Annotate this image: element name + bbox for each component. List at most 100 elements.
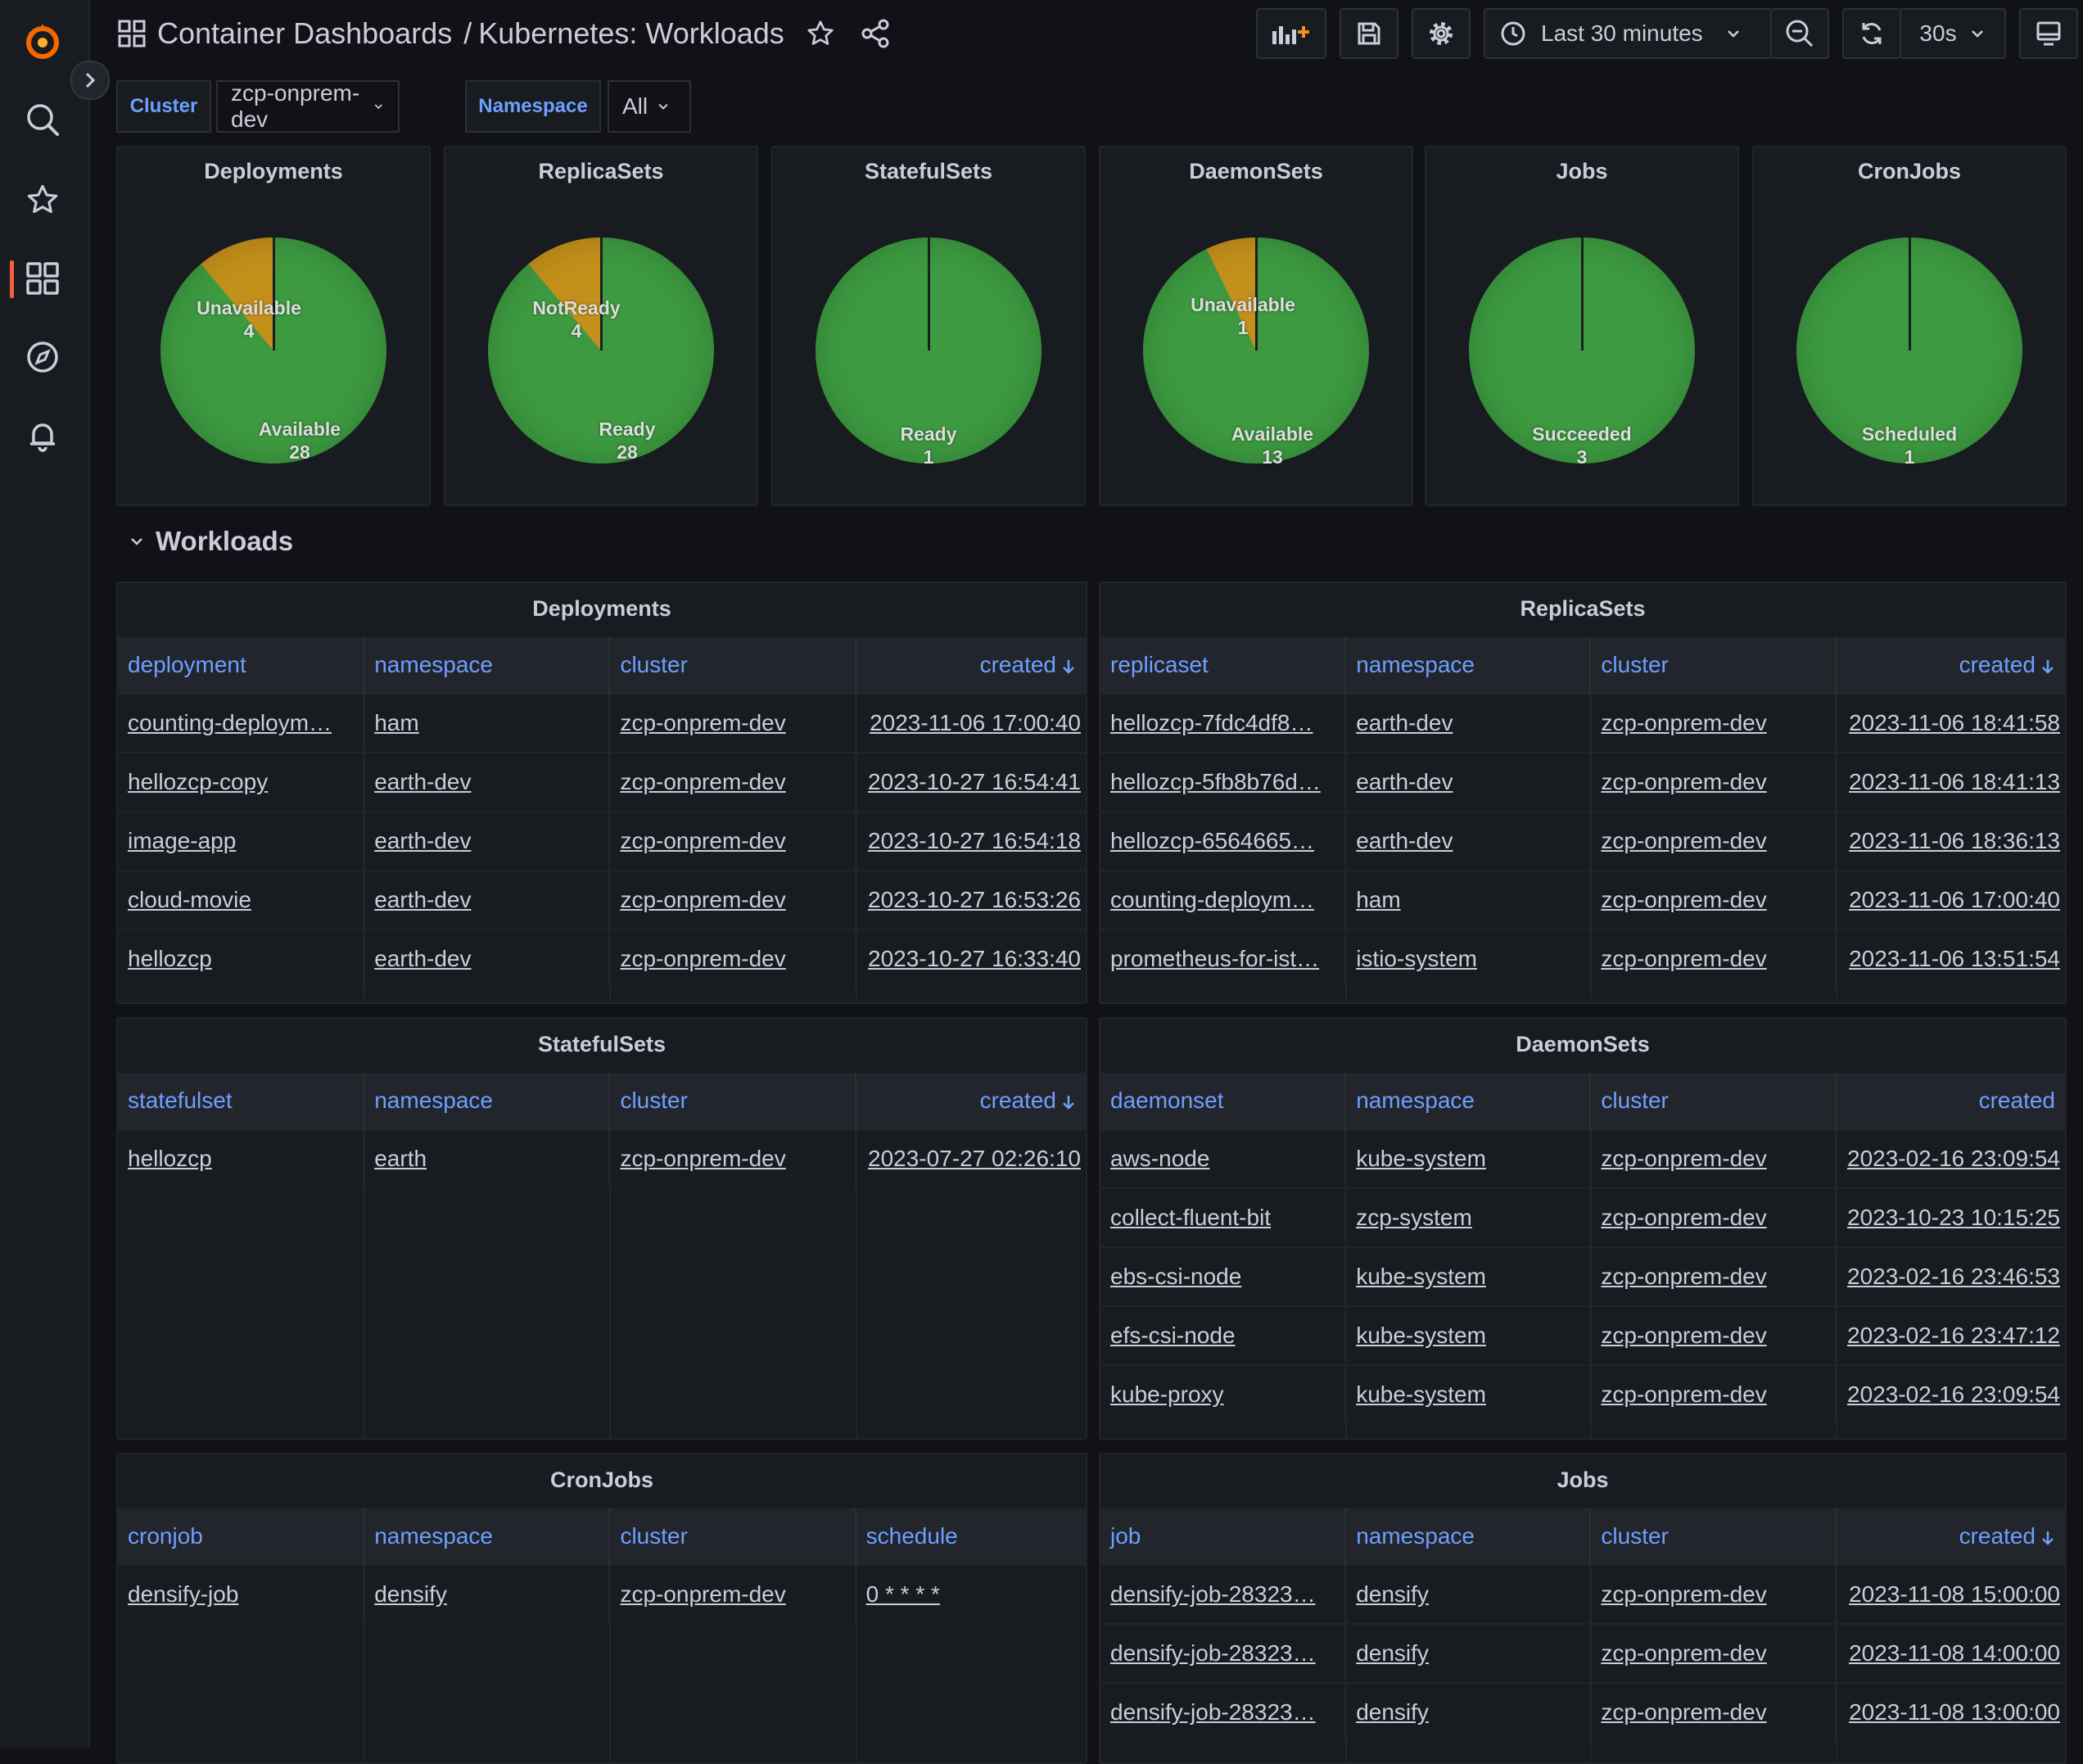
table-cell-link[interactable]: zcp-onprem-dev [1590,1129,1837,1188]
table-cell-link[interactable]: 2023-11-06 18:36:13 [1835,811,2065,871]
table-cell-link[interactable]: hellozcp [118,929,365,988]
table-cell-link[interactable]: 2023-10-23 10:15:25 [1835,1187,2065,1247]
column-header-cluster[interactable]: cluster [609,1073,856,1129]
table-cell-link[interactable]: zcp-onprem-dev [1590,870,1837,929]
table-cell-link[interactable]: 2023-02-16 23:47:12 [1835,1305,2065,1365]
table-cell-link[interactable]: zcp-onprem-dev [1590,929,1837,988]
column-header-created[interactable]: created [1835,1073,2065,1129]
save-dashboard-button[interactable] [1340,8,1398,59]
panel-jobs-pie[interactable]: Jobs Succeeded 3 [1425,146,1739,506]
panel-cronjobs-pie[interactable]: CronJobs Scheduled 1 [1752,146,2067,506]
dashboard-settings-button[interactable] [1412,8,1471,59]
table-cell-link[interactable]: kube-system [1345,1364,1592,1423]
table-cell-link[interactable]: densify [1345,1564,1592,1624]
table-cell-link[interactable]: ebs-csi-node [1100,1246,1347,1306]
table-cell-link[interactable]: earth-dev [364,870,611,929]
table-cell-link[interactable]: earth-dev [1345,752,1592,812]
table-cell-link[interactable]: zcp-onprem-dev [609,1564,856,1623]
column-header-statefulset[interactable]: statefulset [118,1073,365,1129]
table-cell-link[interactable]: hellozcp-copy [118,752,365,812]
column-header-cluster[interactable]: cluster [1590,637,1837,694]
table-cell-link[interactable]: 2023-07-27 02:26:10 [855,1129,1086,1187]
table-cell-link[interactable]: zcp-onprem-dev [1590,1364,1837,1423]
table-cell-link[interactable]: zcp-onprem-dev [1590,1246,1837,1306]
column-header-schedule[interactable]: schedule [855,1508,1086,1565]
table-cell-link[interactable]: kube-system [1345,1246,1592,1306]
pie-chart[interactable] [1796,237,2022,464]
table-cell-link[interactable]: collect-fluent-bit [1100,1187,1347,1247]
table-cell-link[interactable]: hellozcp-6564665… [1100,811,1347,871]
table-cell-link[interactable]: ham [364,693,611,753]
search-icon[interactable] [21,98,64,141]
column-header-namespace[interactable]: namespace [364,1508,611,1565]
table-cell-link[interactable]: aws-node [1100,1129,1347,1188]
column-header-created[interactable]: created [1835,637,2065,694]
share-icon[interactable] [860,18,891,49]
namespace-select[interactable]: All [608,80,691,133]
table-cell-link[interactable]: 2023-10-27 16:53:26 [855,870,1086,929]
table-cell-link[interactable]: earth-dev [364,811,611,871]
table-cell-link[interactable]: 0 * * * * [855,1564,1086,1623]
column-header-daemonset[interactable]: daemonset [1100,1073,1347,1129]
table-cell-link[interactable]: densify-job-28323… [1100,1564,1347,1624]
table-cell-link[interactable]: 2023-11-06 18:41:13 [1835,752,2065,812]
table-cell-link[interactable]: zcp-onprem-dev [1590,1682,1837,1741]
table-cell-link[interactable]: earth-dev [364,929,611,988]
table-cell-link[interactable]: densify [364,1564,611,1623]
table-cell-link[interactable]: zcp-onprem-dev [609,870,856,929]
table-cell-link[interactable]: zcp-onprem-dev [609,693,856,753]
table-cell-link[interactable]: zcp-onprem-dev [1590,811,1837,871]
star-icon[interactable] [806,19,835,48]
time-range-picker[interactable]: Last 30 minutes [1484,8,1772,59]
dashboards-icon[interactable] [21,257,64,300]
table-cell-link[interactable]: 2023-11-06 17:00:40 [855,693,1086,753]
cluster-select[interactable]: zcp-onprem-dev [216,80,400,133]
column-header-namespace[interactable]: namespace [1345,637,1592,694]
column-header-replicaset[interactable]: replicaset [1100,637,1347,694]
table-cell-link[interactable]: 2023-02-16 23:09:54 [1835,1129,2065,1188]
table-cell-link[interactable]: zcp-onprem-dev [609,811,856,871]
column-header-created[interactable]: created [855,1073,1086,1129]
panel-statefulsets-pie[interactable]: StatefulSets Ready 1 [771,146,1086,506]
table-cell-link[interactable]: 2023-11-08 15:00:00 [1835,1564,2065,1624]
column-header-namespace[interactable]: namespace [1345,1073,1592,1129]
dashboard-title[interactable]: Kubernetes: Workloads [478,16,784,50]
table-cell-link[interactable]: 2023-02-16 23:09:54 [1835,1364,2065,1423]
column-header-created[interactable]: created [1835,1508,2065,1565]
column-header-deployment[interactable]: deployment [118,637,365,694]
table-cell-link[interactable]: hellozcp-7fdc4df8… [1100,693,1347,753]
refresh-button[interactable] [1842,8,1901,59]
column-header-job[interactable]: job [1100,1508,1347,1565]
row-toggle-workloads[interactable]: Workloads [128,526,293,557]
panel-daemonsets-pie[interactable]: DaemonSets Unavailable 1 Available 13 [1099,146,1413,506]
table-cell-link[interactable]: zcp-onprem-dev [1590,752,1837,812]
table-cell-link[interactable]: zcp-onprem-dev [1590,693,1837,753]
table-cell-link[interactable]: earth-dev [1345,693,1592,753]
tv-mode-button[interactable] [2019,8,2078,59]
table-cell-link[interactable]: 2023-11-06 17:00:40 [1835,870,2065,929]
table-cell-link[interactable]: earth [364,1129,611,1187]
table-cell-link[interactable]: 2023-10-27 16:54:18 [855,811,1086,871]
table-cell-link[interactable]: zcp-onprem-dev [609,1129,856,1187]
add-panel-button[interactable] [1256,8,1326,59]
explore-icon[interactable] [21,336,64,378]
alerting-bell-icon[interactable] [21,414,64,457]
table-cell-link[interactable]: ham [1345,870,1592,929]
pie-chart[interactable] [160,237,386,464]
refresh-interval-picker[interactable]: 30s [1900,8,2006,59]
grafana-logo-icon[interactable] [21,20,64,62]
column-header-cluster[interactable]: cluster [1590,1073,1837,1129]
zoom-out-button[interactable] [1770,8,1829,59]
panel-deployments-pie[interactable]: Deployments Unavailable 4 Available 28 [116,146,431,506]
column-header-cluster[interactable]: cluster [609,1508,856,1565]
table-cell-link[interactable]: istio-system [1345,929,1592,988]
table-cell-link[interactable]: efs-csi-node [1100,1305,1347,1365]
table-cell-link[interactable]: zcp-onprem-dev [1590,1564,1837,1624]
table-cell-link[interactable]: 2023-11-06 18:41:58 [1835,693,2065,753]
column-header-namespace[interactable]: namespace [364,1073,611,1129]
table-cell-link[interactable]: zcp-onprem-dev [1590,1305,1837,1365]
table-cell-link[interactable]: hellozcp [118,1129,365,1187]
table-cell-link[interactable]: prometheus-for-ist… [1100,929,1347,988]
column-header-namespace[interactable]: namespace [364,637,611,694]
table-cell-link[interactable]: 2023-10-27 16:54:41 [855,752,1086,812]
